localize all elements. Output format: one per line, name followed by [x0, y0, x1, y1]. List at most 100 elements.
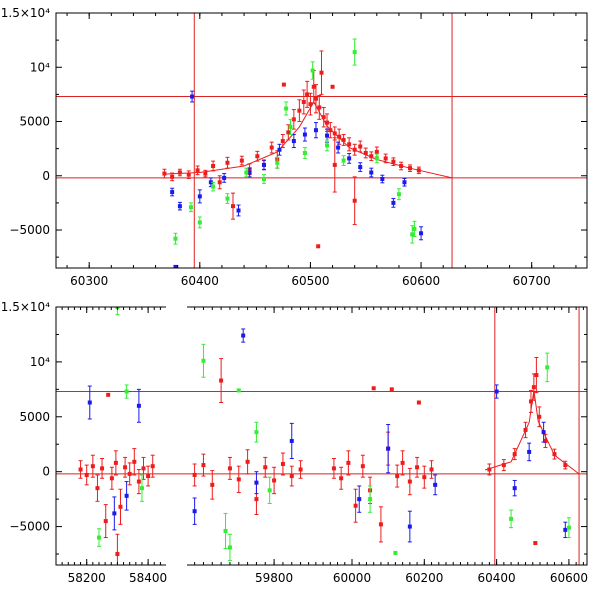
red-data-point: [346, 460, 351, 465]
green-data-point: [211, 184, 216, 189]
red-data-point: [534, 373, 539, 378]
red-data-point: [219, 378, 224, 383]
blue-data-point: [277, 147, 282, 152]
blue-data-point: [407, 524, 412, 529]
blue-data-point: [291, 139, 296, 144]
red-data-point: [501, 463, 506, 468]
red-data-point: [352, 198, 357, 203]
bottom-panel: −5000 0 5000 10⁴ 1.5×10⁴ 58200 58400 59800 60000…: [1, 300, 588, 585]
red-data-point: [298, 467, 303, 472]
y-tick-label: 1.5×10⁴: [1, 6, 50, 20]
red-data-point: [100, 466, 105, 471]
blue-data-point: [357, 497, 362, 502]
red-data-point: [341, 137, 346, 142]
red-data-point: [332, 162, 337, 167]
red-data-point: [531, 385, 536, 390]
green-data-point: [201, 358, 206, 363]
red-data-point: [103, 519, 108, 524]
red-data-point: [353, 503, 358, 508]
blue-data-point: [347, 156, 352, 161]
red-data-point: [552, 452, 557, 457]
blue-data-point: [302, 132, 307, 137]
green-data-point: [197, 220, 202, 225]
green-data-point: [254, 430, 259, 435]
red-data-point: [201, 463, 206, 468]
blue-data-point: [541, 430, 546, 435]
blue-data-point: [563, 527, 568, 532]
red-data-point: [170, 174, 175, 179]
red-data-point: [225, 160, 230, 165]
green-data-point: [368, 497, 373, 502]
green-data-point: [325, 143, 330, 148]
red-data-point: [422, 475, 427, 480]
blue-data-point: [402, 180, 407, 185]
red-data-point: [115, 552, 120, 557]
green-data-point: [352, 50, 357, 55]
red-data-point: [231, 204, 235, 209]
y-tick-label: 1.5×10⁴: [1, 300, 50, 314]
red-data-point: [269, 145, 274, 150]
blue-data-point: [325, 133, 330, 138]
green-data-point: [139, 486, 144, 491]
blue-data-point: [494, 389, 499, 394]
red-data-point: [195, 168, 200, 173]
red-data-point: [211, 164, 216, 168]
red-data-point: [316, 244, 321, 249]
blue-data-point: [419, 231, 424, 236]
green-data-point: [267, 488, 272, 493]
red-data-point: [301, 99, 306, 104]
red-data-point: [255, 154, 260, 159]
red-data-point: [109, 476, 114, 481]
green-data-point: [566, 525, 571, 530]
green-data-point: [96, 535, 101, 540]
red-data-point: [528, 399, 533, 404]
red-data-point: [186, 172, 191, 177]
green-data-point: [225, 196, 230, 201]
plot-area: [56, 307, 587, 565]
red-data-point: [360, 464, 365, 469]
y-tick-label: 5000: [19, 115, 50, 129]
y-tick-label: 0: [42, 169, 50, 183]
green-data-point: [374, 156, 379, 161]
red-data-point: [415, 465, 420, 470]
blue-data-point: [87, 400, 92, 405]
red-data-point: [399, 164, 404, 168]
blue-data-point: [241, 333, 246, 338]
red-data-point: [347, 142, 352, 147]
green-data-point: [223, 528, 228, 533]
blue-data-point: [433, 482, 438, 487]
blue-data-point: [247, 170, 252, 175]
x-tick-label: 60500: [291, 274, 329, 288]
red-data-point: [523, 427, 528, 432]
plot-area: [56, 13, 587, 268]
blue-data-point: [124, 493, 129, 498]
red-data-point: [227, 466, 232, 471]
blue-data-point: [358, 165, 363, 170]
blue-data-point: [527, 449, 532, 454]
red-data-point: [272, 478, 277, 483]
blue-data-point: [192, 509, 197, 514]
red-data-point: [533, 541, 538, 546]
red-data-point: [150, 464, 155, 469]
red-data-point: [132, 459, 137, 464]
red-data-point: [177, 170, 182, 175]
blue-data-point: [177, 204, 182, 209]
red-data-point: [328, 128, 333, 133]
red-data-point: [330, 84, 335, 89]
blue-data-point: [190, 94, 195, 99]
red-data-point: [84, 472, 89, 477]
red-data-point: [395, 474, 400, 479]
red-data-point: [127, 471, 132, 476]
red-data-point: [321, 115, 326, 120]
blue-data-point: [369, 170, 374, 175]
green-data-point: [124, 389, 129, 394]
red-data-point: [95, 486, 100, 491]
blue-data-point: [136, 403, 141, 408]
green-data-point: [545, 365, 550, 370]
red-data-point: [146, 474, 151, 479]
x-tick-label: 59800: [255, 571, 293, 585]
green-data-point: [341, 158, 346, 163]
blue-data-point: [336, 145, 341, 150]
red-data-point: [311, 84, 316, 89]
x-tick-label: 58200: [68, 571, 106, 585]
